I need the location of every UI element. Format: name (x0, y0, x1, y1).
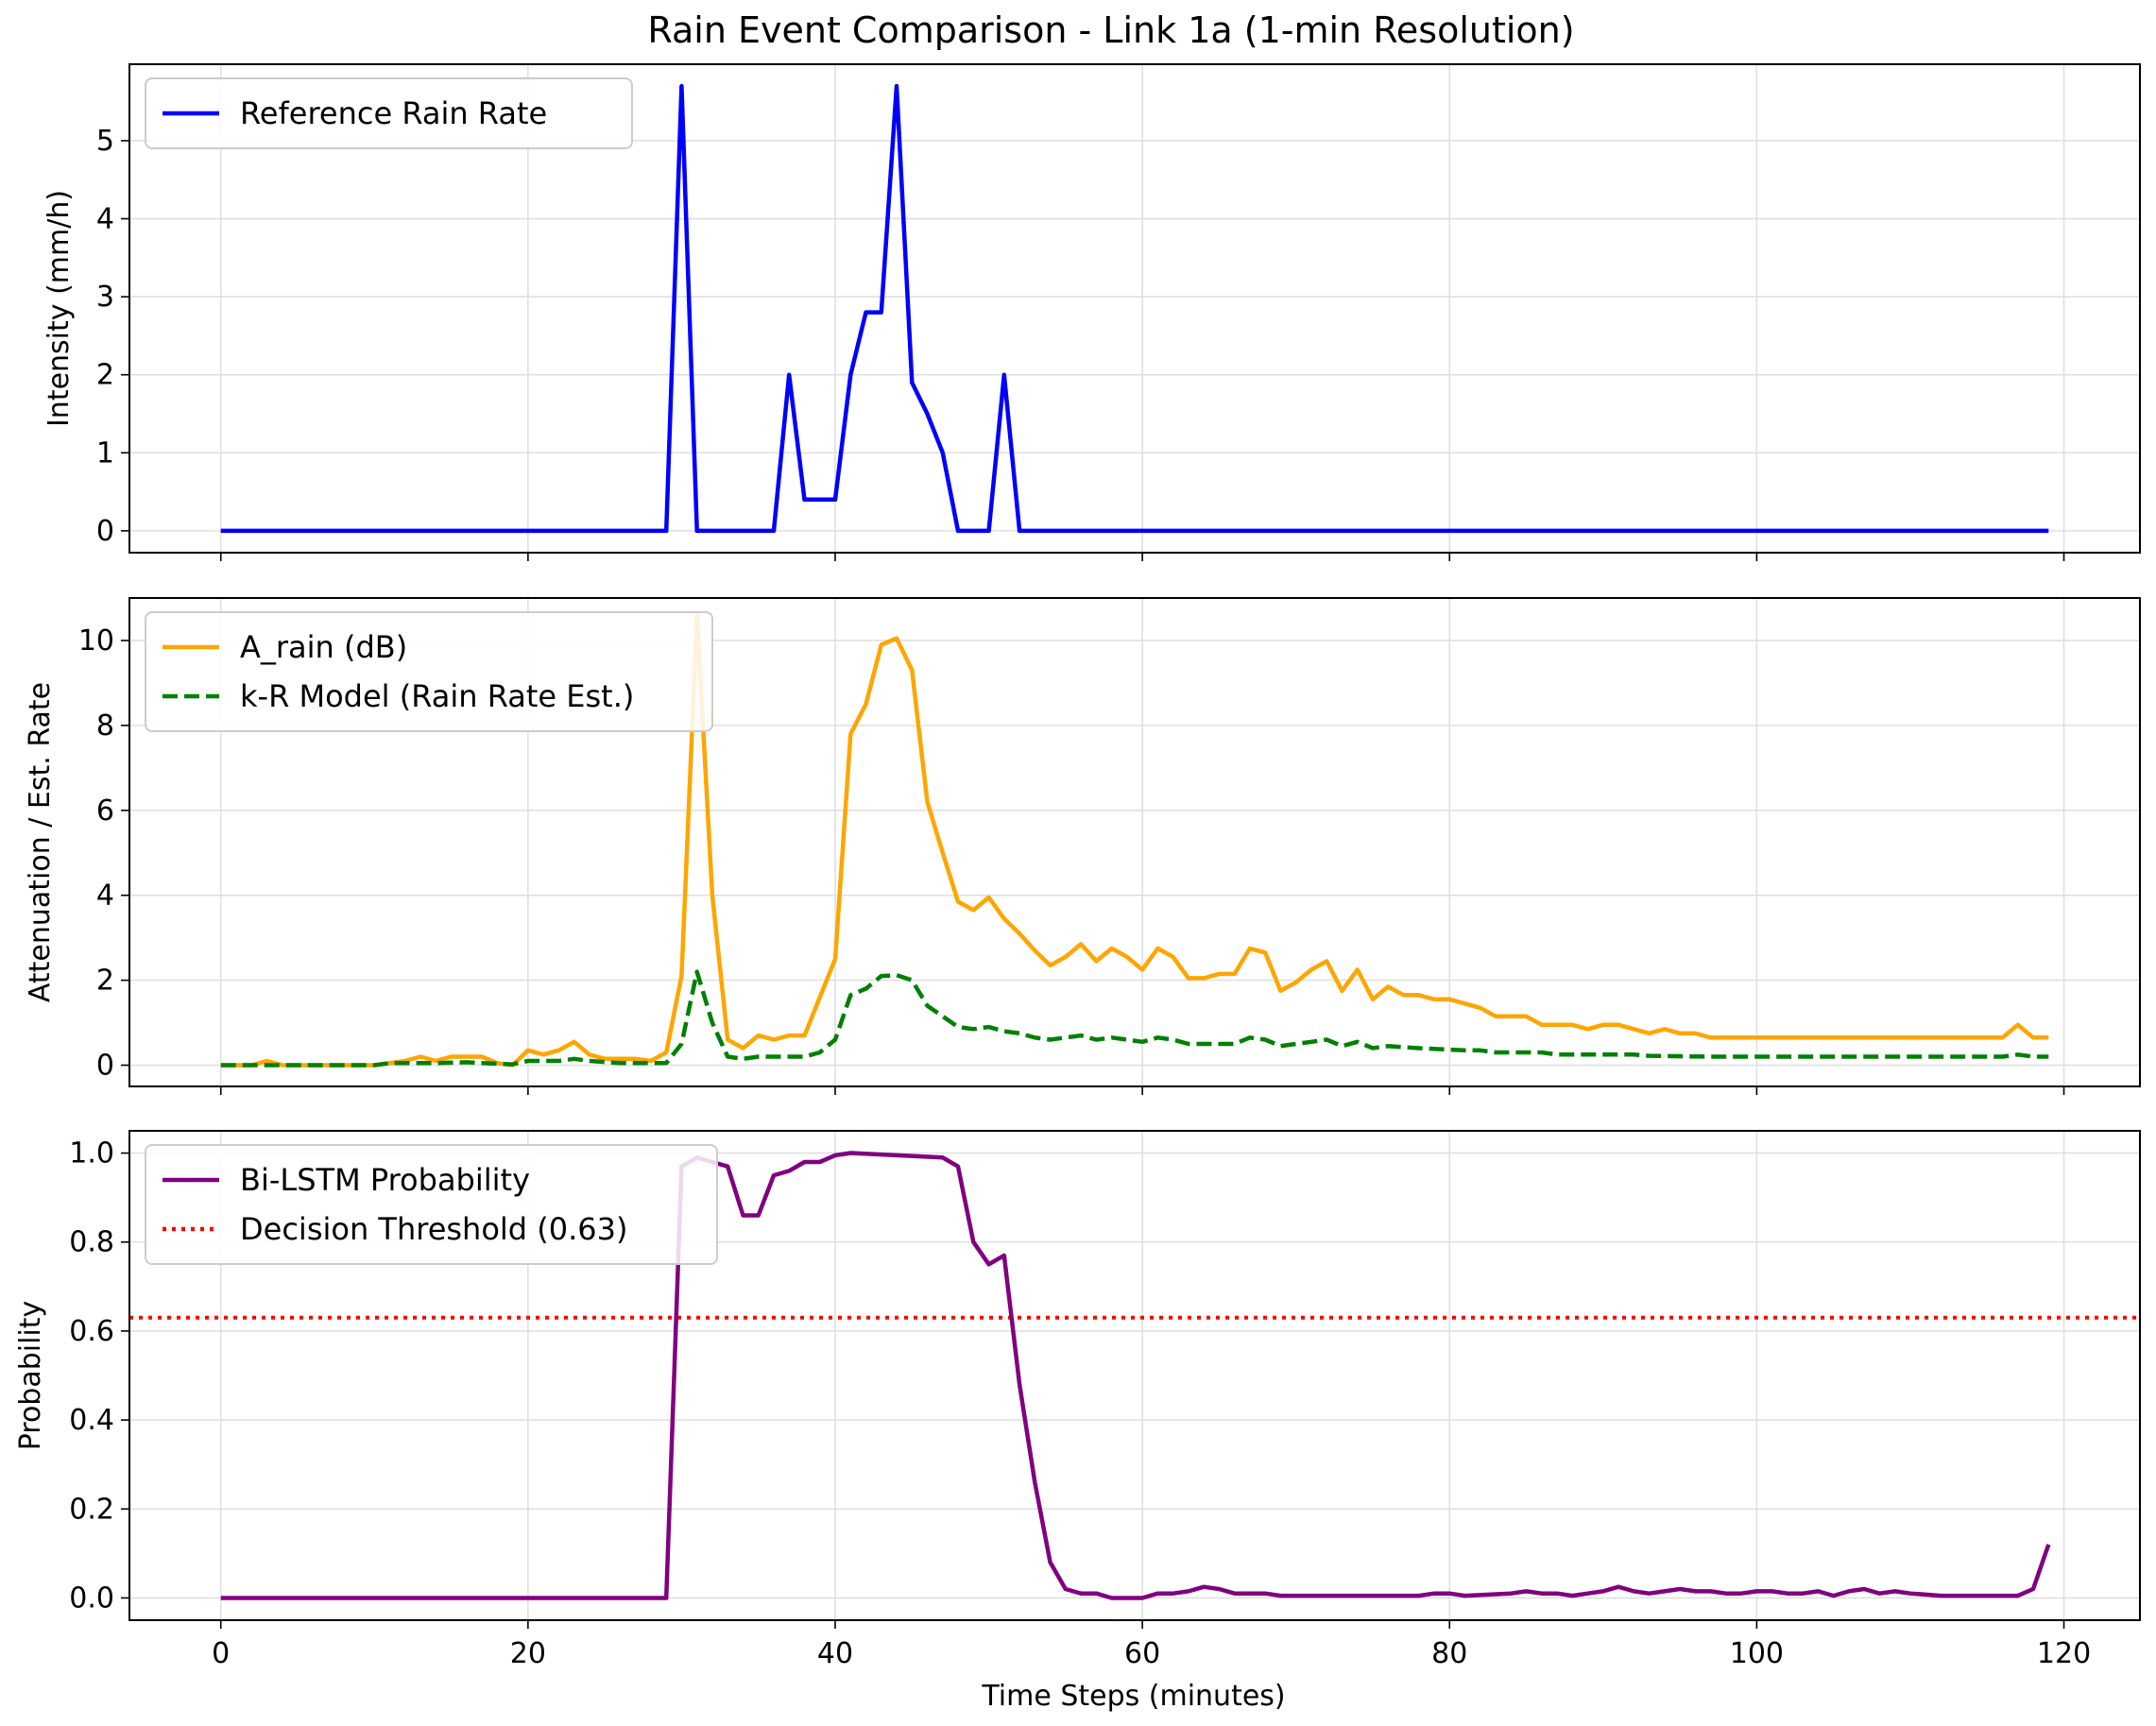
y-tick-label: 0.8 (69, 1226, 114, 1259)
rain-rate-panel: 0 1 2 3 4 5 Intensity (mm/h) Reference Rain Rat… (43, 63, 2141, 561)
y-tick-label: 8 (96, 709, 114, 743)
y-tick-label: 3 (96, 281, 114, 314)
series-line (220, 83, 2049, 534)
legend-label: k-R Model (Rain Rate Est.) (240, 678, 634, 714)
y-tick-label: 5 (96, 125, 114, 158)
y-tick-label: 0.4 (69, 1404, 114, 1437)
y-tick-label: 0 (96, 515, 114, 548)
y-tick-label: 4 (96, 203, 114, 236)
y-tick-label: 2 (96, 965, 114, 998)
x-tick-label: 80 (1431, 1637, 1467, 1670)
y-tick-label: 2 (96, 359, 114, 392)
figure-title: Rain Event Comparison - Link 1a (1-min R… (647, 9, 1574, 51)
legend-label: A_rain (dB) (240, 629, 407, 665)
axes-frame (128, 597, 2141, 1087)
series-line (220, 969, 2049, 1068)
x-tick-label: 20 (510, 1637, 546, 1670)
legend-label: Decision Threshold (0.63) (240, 1211, 628, 1247)
probability-panel: 0 20 40 60 80 100 120 0.0 0.2 0.4 0.6 0.8 1.0 Probabi… (14, 1130, 2141, 1670)
y-tick-label: 0.0 (69, 1581, 114, 1615)
y-tick-label: 4 (96, 880, 114, 913)
x-tick-label: 120 (2037, 1637, 2091, 1670)
axes-frame (128, 1130, 2141, 1621)
legend-label: Reference Rain Rate (240, 95, 547, 131)
y-tick-label: 1 (96, 436, 114, 470)
x-tick-label: 60 (1124, 1637, 1160, 1670)
series-line (220, 1151, 2051, 1600)
attenuation-panel: 0 2 4 6 8 10 Attenuation / Est. Rate A_rain (dB… (24, 597, 2141, 1095)
legend-label: Bi-LSTM Probability (240, 1162, 530, 1198)
y-tick-label: 6 (96, 795, 114, 828)
x-axis-label: Time Steps (minutes) (981, 1680, 1285, 1713)
y-tick-label: 1.0 (69, 1137, 114, 1171)
y-axis-label: Attenuation / Est. Rate (24, 682, 57, 1002)
legend (145, 611, 713, 732)
y-tick-label: 10 (78, 624, 114, 658)
x-tick-label: 40 (817, 1637, 853, 1670)
axes-frame (128, 63, 2141, 554)
series-line (220, 612, 2049, 1068)
x-tick-label: 100 (1730, 1637, 1784, 1670)
y-axis-label: Intensity (mm/h) (43, 190, 76, 427)
legend (145, 1144, 718, 1265)
y-tick-label: 0.6 (69, 1315, 114, 1348)
y-axis-label: Probability (14, 1301, 47, 1451)
x-tick-label: 0 (212, 1637, 230, 1670)
y-tick-label: 0.2 (69, 1493, 114, 1526)
legend (145, 77, 633, 149)
y-tick-label: 0 (96, 1050, 114, 1083)
